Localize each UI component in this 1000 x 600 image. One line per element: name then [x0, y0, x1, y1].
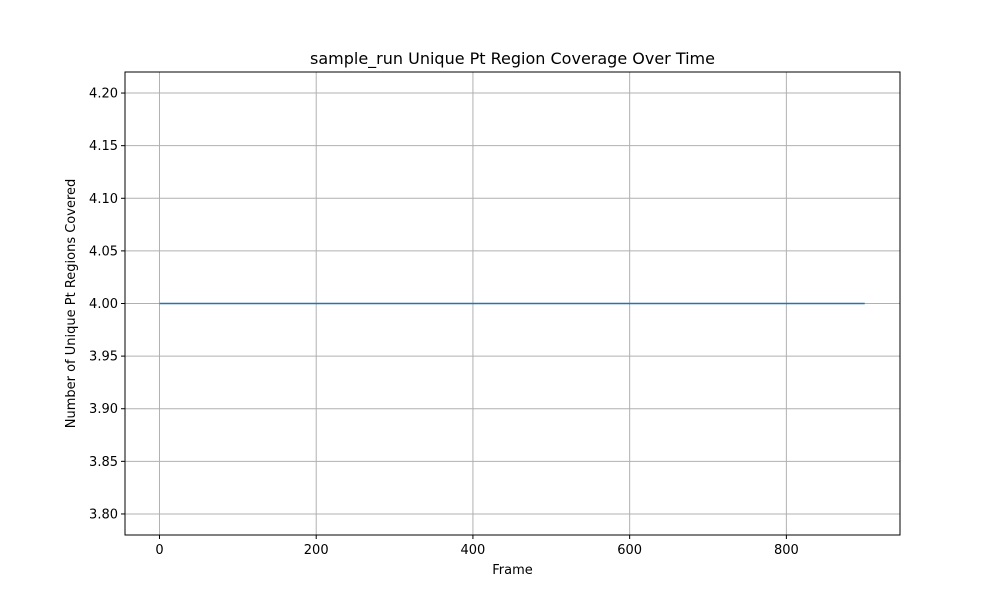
y-tick-label: 3.85 [89, 455, 118, 470]
x-tick-label: 0 [155, 543, 163, 558]
y-axis-label: Number of Unique Pt Regions Covered [64, 179, 79, 429]
x-tick-label: 800 [774, 543, 799, 558]
y-tick-label: 3.90 [89, 402, 118, 417]
x-axis-label: Frame [492, 563, 533, 578]
chart-title: sample_run Unique Pt Region Coverage Ove… [310, 49, 715, 69]
y-tick-label: 4.05 [89, 244, 118, 259]
y-tick-label: 4.20 [89, 87, 118, 102]
x-tick-label: 400 [461, 543, 486, 558]
y-tick-label: 4.10 [89, 192, 118, 207]
y-tick-label: 4.00 [89, 297, 118, 312]
y-axis-ticks: 3.80 3.85 3.90 3.95 4.00 4.05 4.10 4.15 4.20 [89, 87, 125, 522]
x-axis-ticks: 0 200 400 600 800 [155, 535, 799, 558]
y-tick-label: 3.95 [89, 350, 118, 365]
y-tick-label: 4.15 [89, 139, 118, 154]
x-tick-label: 600 [617, 543, 642, 558]
y-tick-label: 3.80 [89, 507, 118, 522]
x-tick-label: 200 [304, 543, 329, 558]
